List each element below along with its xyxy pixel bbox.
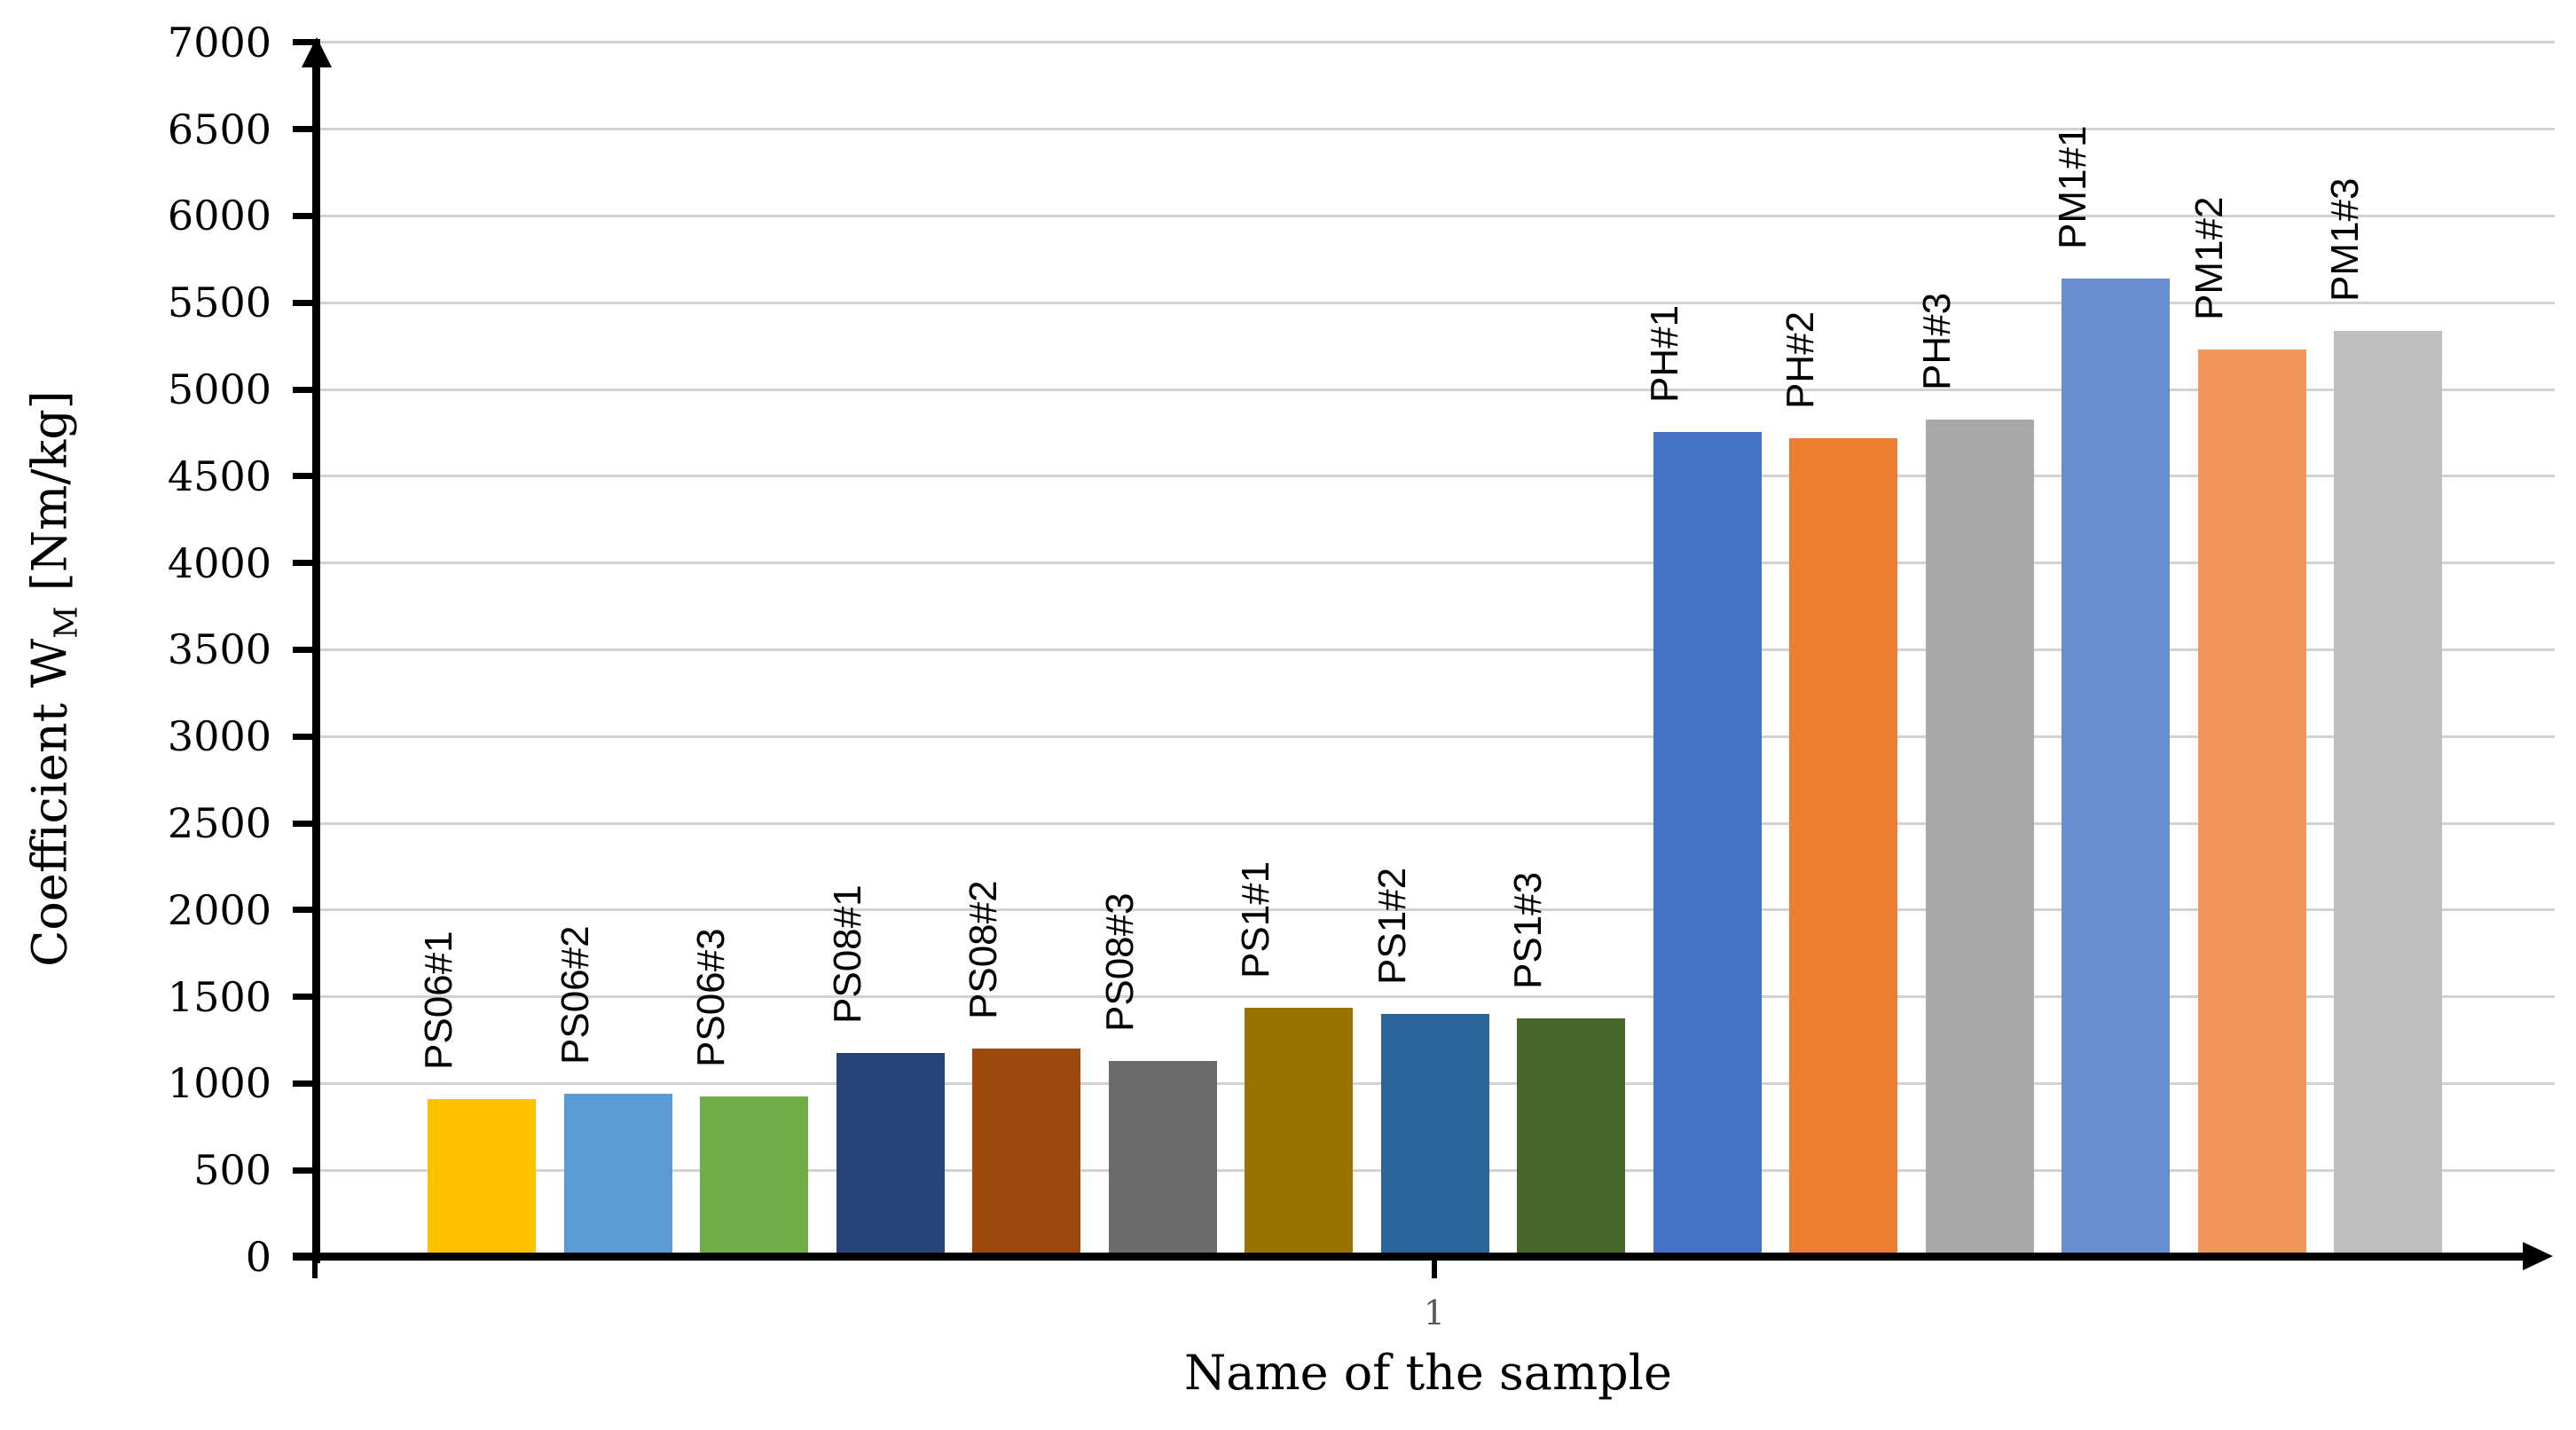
y-tick-label-2500: 2500 — [167, 799, 271, 847]
bar-ps1-3 — [1517, 1018, 1625, 1253]
bar-ps06-2 — [563, 1094, 672, 1253]
x-axis-start-tick — [312, 1261, 318, 1278]
gridline-7000 — [320, 41, 2555, 44]
y-tick-label-7000: 7000 — [167, 18, 271, 67]
y-tick-label-5500: 5500 — [167, 279, 271, 327]
bar-label-ps06-3: PS06#3 — [689, 928, 733, 1068]
bar-label-ps06-2: PS06#2 — [553, 925, 597, 1065]
y-tick-label-6500: 6500 — [167, 105, 271, 153]
bar-label-pm1-3: PM1#3 — [2323, 178, 2367, 302]
bar-label-ps1-3: PS1#3 — [1506, 871, 1550, 990]
x-axis-line — [293, 1253, 2525, 1261]
y-tick-label-1500: 1500 — [167, 972, 271, 1021]
gridline-4000 — [320, 562, 2555, 565]
y-tick-7000 — [293, 39, 320, 46]
gridline-5000 — [320, 388, 2555, 391]
gridline-3500 — [320, 648, 2555, 651]
bar-ps08-1 — [836, 1053, 945, 1253]
bar-label-ph-2: PH#2 — [1779, 310, 1822, 409]
bar-label-ps06-1: PS06#1 — [417, 931, 460, 1070]
y-tick-4000 — [293, 560, 320, 567]
bar-ps1-1 — [1245, 1008, 1353, 1253]
gridline-1500 — [320, 995, 2555, 999]
bar-label-ps1-1: PS1#1 — [1234, 861, 1277, 979]
bar-label-ps08-2: PS08#2 — [962, 880, 1005, 1020]
y-tick-label-4500: 4500 — [167, 452, 271, 500]
y-tick-5000 — [293, 386, 320, 393]
x-axis-arrow-icon — [2523, 1242, 2553, 1270]
gridline-5500 — [320, 301, 2555, 304]
bar-label-ps1-2: PS1#2 — [1370, 868, 1414, 986]
y-tick-2500 — [293, 820, 320, 827]
y-tick-label-3500: 3500 — [167, 625, 271, 674]
bar-pm1-2 — [2197, 350, 2306, 1253]
category-tick-label: 1 — [1423, 1293, 1446, 1332]
bar-ps08-2 — [972, 1049, 1080, 1253]
y-axis-title-prefix: Coefficient W — [21, 638, 78, 967]
y-axis-title-subscript: M — [48, 606, 85, 639]
bar-ph-3 — [1925, 420, 2034, 1253]
y-tick-label-5000: 5000 — [167, 365, 271, 413]
bar-label-ps08-1: PS08#1 — [825, 884, 869, 1025]
y-tick-label-0: 0 — [245, 1233, 271, 1281]
y-tick-5500 — [293, 299, 320, 306]
y-tick-label-500: 500 — [193, 1146, 271, 1195]
bar-label-pm1-1: PM1#1 — [2051, 125, 2094, 249]
gridline-2000 — [320, 908, 2555, 912]
x-axis-center-tick — [1432, 1261, 1437, 1278]
bar-ps06-1 — [428, 1099, 536, 1253]
y-tick-3000 — [293, 733, 320, 740]
gridline-6000 — [320, 214, 2555, 217]
y-tick-500 — [293, 1167, 320, 1174]
y-tick-1000 — [293, 1080, 320, 1087]
y-tick-4500 — [293, 473, 320, 480]
bar-ph-1 — [1653, 431, 1762, 1253]
bar-pm1-1 — [2062, 278, 2170, 1253]
bar-label-ps08-3: PS08#3 — [1097, 892, 1142, 1032]
gridline-4500 — [320, 475, 2555, 478]
gridline-2500 — [320, 821, 2555, 825]
y-tick-label-3000: 3000 — [167, 712, 271, 761]
bar-label-ph-1: PH#1 — [1642, 304, 1686, 403]
x-axis-title: Name of the sample — [1184, 1345, 1672, 1401]
y-tick-6500 — [293, 126, 320, 133]
y-tick-label-1000: 1000 — [167, 1059, 271, 1108]
bar-pm1-3 — [2334, 331, 2442, 1253]
y-tick-label-4000: 4000 — [167, 538, 271, 587]
bar-ps1-2 — [1380, 1014, 1489, 1253]
bar-ph-2 — [1789, 437, 1897, 1253]
bar-ps06-3 — [700, 1096, 808, 1253]
y-axis-title-suffix: [Nm/kg] — [21, 390, 78, 607]
y-tick-1500 — [293, 994, 320, 1001]
gridline-3000 — [320, 735, 2555, 738]
y-tick-6000 — [293, 212, 320, 219]
y-tick-2000 — [293, 907, 320, 914]
y-tick-3500 — [293, 646, 320, 653]
gridline-6500 — [320, 128, 2555, 131]
y-tick-label-6000: 6000 — [167, 192, 271, 240]
bar-label-ph-3: PH#3 — [1914, 293, 1959, 391]
y-tick-label-2000: 2000 — [167, 885, 271, 934]
bar-label-pm1-2: PM1#2 — [2187, 196, 2231, 320]
bar-ps08-3 — [1108, 1060, 1217, 1253]
y-tick-0 — [293, 1253, 320, 1261]
